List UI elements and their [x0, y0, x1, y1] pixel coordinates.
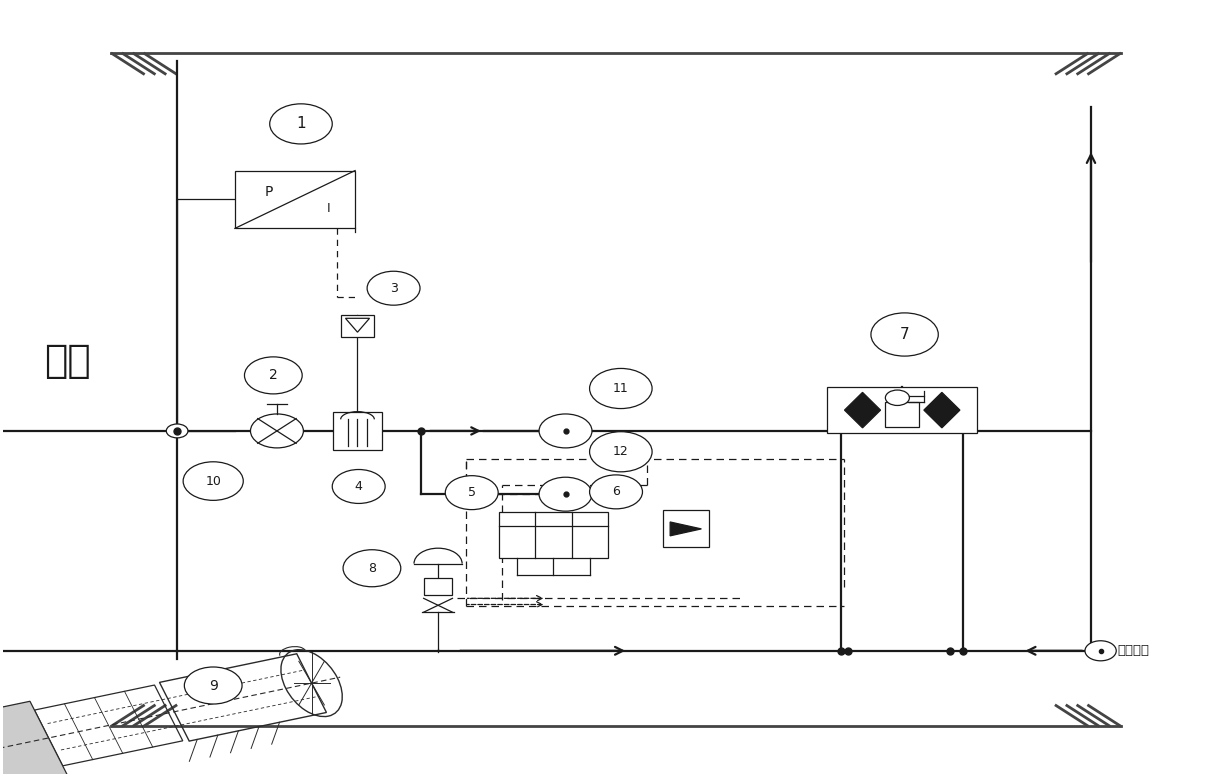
Circle shape: [184, 462, 243, 500]
Text: 5: 5: [467, 486, 476, 499]
Circle shape: [250, 414, 303, 448]
Text: 4: 4: [355, 480, 362, 493]
Polygon shape: [924, 392, 960, 428]
Text: 10: 10: [205, 475, 221, 488]
Circle shape: [185, 667, 242, 704]
Text: 3: 3: [390, 282, 397, 294]
Polygon shape: [0, 702, 68, 777]
Text: 6: 6: [612, 486, 620, 498]
Text: I: I: [327, 202, 331, 215]
Bar: [885, 402, 919, 427]
Circle shape: [1085, 641, 1116, 660]
Circle shape: [590, 432, 652, 472]
Circle shape: [871, 313, 939, 356]
Text: 压缩空气: 压缩空气: [1117, 644, 1150, 657]
Circle shape: [332, 469, 385, 503]
Text: 1: 1: [296, 117, 306, 131]
Circle shape: [244, 357, 302, 394]
Polygon shape: [670, 522, 702, 536]
Bar: [234, 171, 355, 228]
Circle shape: [446, 476, 498, 510]
Text: 12: 12: [612, 445, 628, 458]
Circle shape: [367, 271, 420, 305]
Circle shape: [539, 414, 592, 448]
Bar: [341, 315, 374, 336]
Text: 7: 7: [900, 327, 910, 342]
Circle shape: [539, 477, 592, 511]
Circle shape: [590, 475, 643, 509]
Polygon shape: [844, 392, 881, 428]
Circle shape: [343, 550, 401, 587]
Text: P: P: [265, 185, 273, 199]
Text: 8: 8: [368, 562, 376, 575]
Text: 9: 9: [209, 678, 217, 692]
Circle shape: [885, 390, 910, 406]
Circle shape: [167, 424, 188, 438]
Bar: [827, 387, 977, 434]
Bar: [663, 510, 709, 548]
Bar: [333, 412, 382, 450]
Text: 11: 11: [612, 382, 628, 395]
Bar: [499, 512, 608, 558]
Bar: [424, 578, 453, 595]
Circle shape: [269, 104, 332, 144]
Text: 2: 2: [269, 368, 278, 382]
Circle shape: [590, 368, 652, 409]
Text: 土仓: 土仓: [45, 343, 91, 381]
